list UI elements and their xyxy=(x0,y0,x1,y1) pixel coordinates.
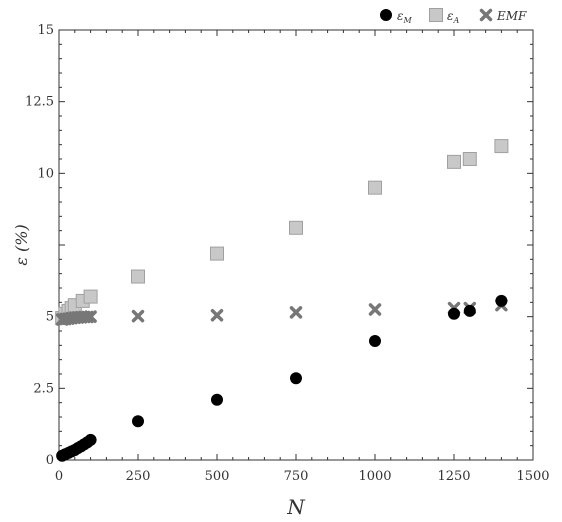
x-tick-label: 250 xyxy=(126,469,151,484)
tick-labels: 0 250 500 750 1000 1250 1500 0 2.5 5 10 12.5 15 xyxy=(25,23,550,484)
legend-label: εA xyxy=(447,9,459,25)
x-tick-label: 1000 xyxy=(358,469,391,484)
data-point xyxy=(448,307,460,320)
data-point xyxy=(84,433,97,446)
data-point xyxy=(81,310,94,324)
series-x xyxy=(55,298,508,326)
data-point xyxy=(368,180,382,195)
y-tick-label: 10 xyxy=(37,166,54,181)
data-point xyxy=(210,246,224,261)
legend-label: εM xyxy=(397,9,412,25)
legend-label-sub: M xyxy=(402,16,412,25)
data-points xyxy=(55,139,509,462)
data-point xyxy=(132,415,144,428)
data-point xyxy=(83,289,98,304)
y-axis-title: ε (%) xyxy=(12,224,31,265)
data-point xyxy=(462,152,477,166)
data-point xyxy=(289,220,303,235)
plot-frame xyxy=(58,29,534,461)
legend-label-base: ε xyxy=(447,9,453,23)
data-point xyxy=(290,372,302,385)
legend-item: εA xyxy=(429,8,459,25)
x-axis-title: N xyxy=(286,495,306,519)
legend-marker xyxy=(479,8,493,22)
x-tick-label: 500 xyxy=(205,469,230,484)
data-point xyxy=(210,308,224,322)
legend-item: EMF xyxy=(479,8,527,23)
data-point xyxy=(447,154,461,169)
data-point xyxy=(463,304,476,317)
legend-label-sub: A xyxy=(452,16,459,25)
data-point xyxy=(368,303,382,316)
legend-label-base: ε xyxy=(397,9,403,23)
data-point xyxy=(84,310,97,323)
data-point xyxy=(289,306,303,319)
legend-marker xyxy=(429,8,443,22)
ticks xyxy=(58,29,534,461)
x-tick-label: 750 xyxy=(284,469,309,484)
x-tick-label: 0 xyxy=(55,469,63,484)
y-tick-label: 0 xyxy=(46,453,54,468)
series-square xyxy=(55,139,509,326)
data-point xyxy=(211,393,223,406)
legend-item: εM xyxy=(380,9,412,25)
y-tick-label: 5 xyxy=(46,310,54,325)
y-tick-label: 12.5 xyxy=(25,95,54,110)
x-tick-label: 1250 xyxy=(437,469,470,484)
data-point xyxy=(131,269,145,284)
y-tick-label: 15 xyxy=(37,23,54,38)
data-point xyxy=(494,139,509,154)
data-point xyxy=(369,335,381,348)
data-point xyxy=(495,294,508,307)
x-tick-label: 1500 xyxy=(516,469,549,484)
data-point xyxy=(131,309,145,323)
legend: εM εA EMF xyxy=(380,8,527,25)
legend-label: EMF xyxy=(496,9,527,23)
series-circle xyxy=(56,294,508,462)
legend-marker xyxy=(380,9,392,21)
y-tick-label: 2.5 xyxy=(33,381,54,396)
legend-label-base: EMF xyxy=(496,9,527,23)
